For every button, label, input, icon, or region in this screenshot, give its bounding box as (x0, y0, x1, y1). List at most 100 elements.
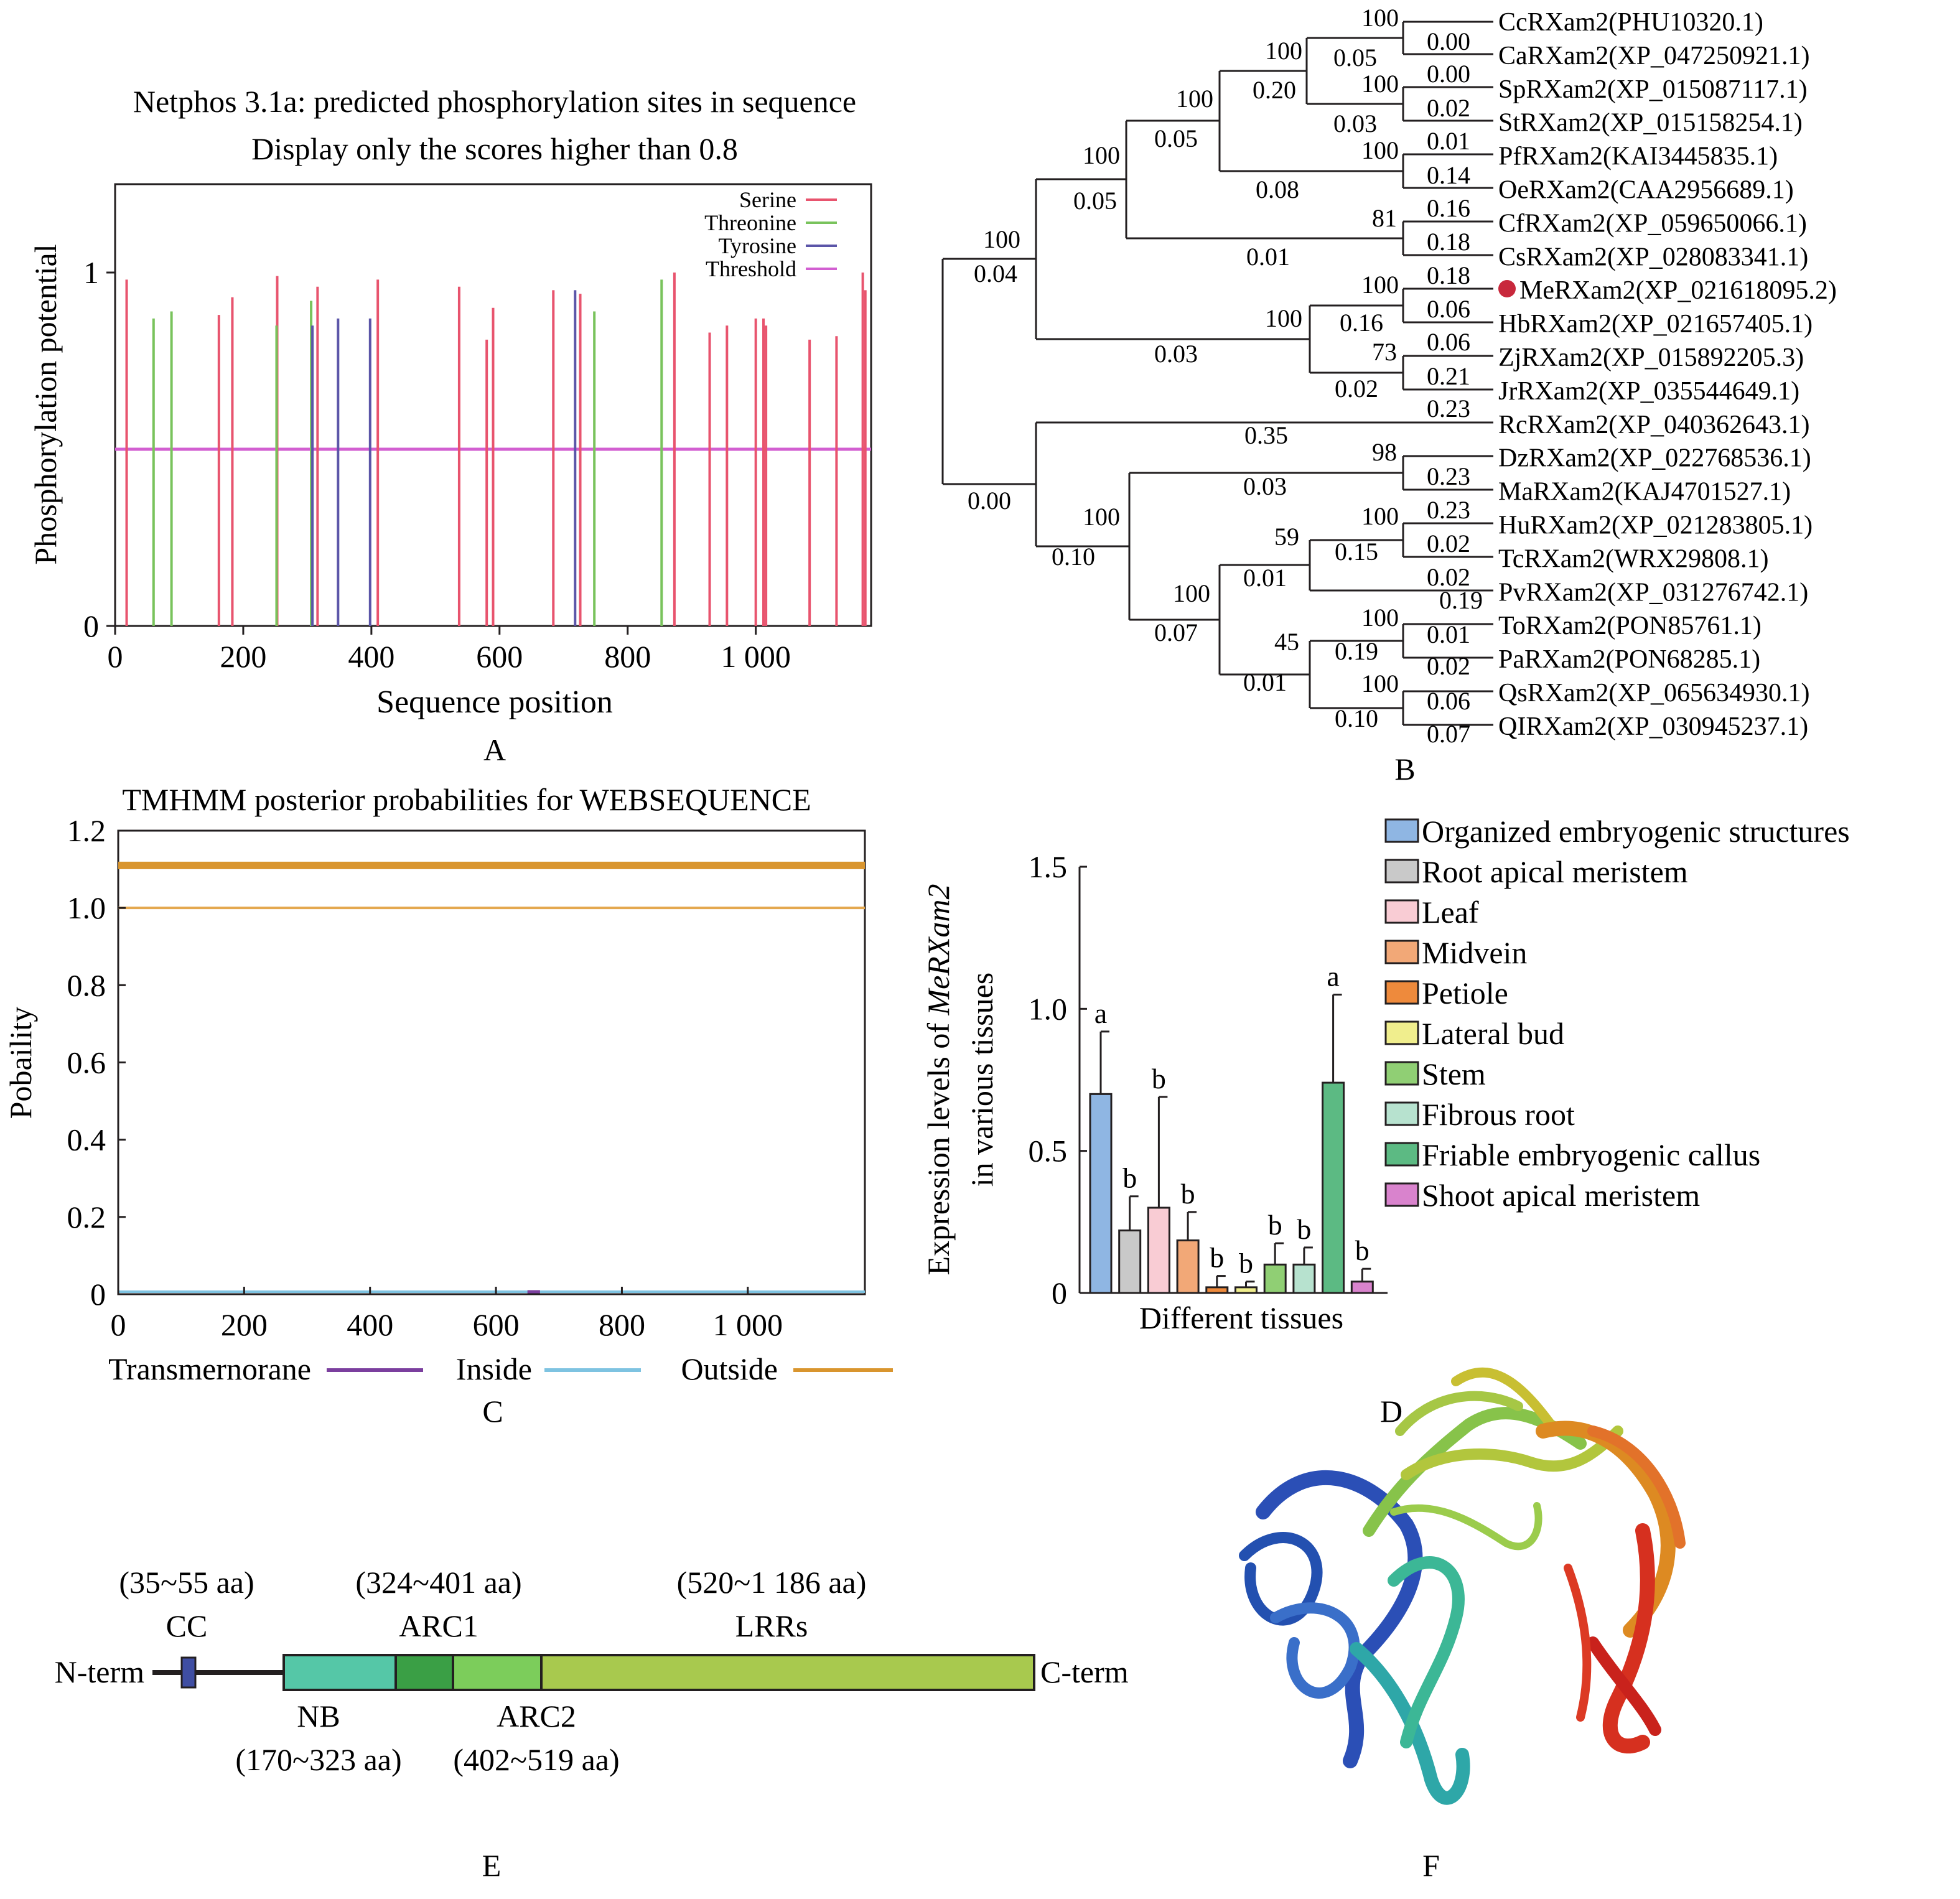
panel-b-phylogenetic-tree: CcRXam2(PHU10320.1) CaRXam2(XP_047250921.… (941, 4, 1837, 786)
tree-value: 0.03 (1154, 340, 1198, 368)
tree-value: 0.23 (1427, 462, 1470, 490)
tree-value: 0.18 (1427, 228, 1470, 256)
legend-label: Leaf (1422, 895, 1479, 930)
tree-value: 0.05 (1073, 187, 1117, 215)
arc2-range-label: (402~519 aa) (453, 1742, 619, 1777)
legend-label: Petiole (1422, 976, 1508, 1010)
y-tick-label: 0 (83, 609, 99, 643)
tree-value: 0.01 (1243, 668, 1287, 696)
tree-value: 0.05 (1333, 44, 1377, 72)
tree-leaf-label: OeRXam2(CAA2956689.1) (1498, 176, 1794, 205)
nb-range-label: (170~323 aa) (235, 1742, 401, 1777)
panel-b-label: B (1394, 752, 1415, 786)
lrrs-range-label: (520~1 186 aa) (677, 1565, 867, 1600)
arc2-name-label: ARC2 (497, 1699, 576, 1733)
tree-value: 100 (983, 225, 1020, 253)
tree-value: 0.04 (974, 259, 1017, 287)
tree-value: 0.07 (1427, 720, 1470, 748)
tree-value: 0.02 (1427, 652, 1470, 680)
tree-leaf-label: ToRXam2(PON85761.1) (1498, 612, 1762, 640)
tree-value: 0.16 (1340, 309, 1383, 337)
x-tick-label: 200 (221, 1307, 268, 1342)
arc1-domain (394, 1654, 454, 1691)
tree-value: 59 (1274, 523, 1299, 551)
tree-value: 0.03 (1333, 110, 1377, 138)
tree-value: 0.18 (1427, 261, 1470, 289)
tree-leaf-label: PvRXam2(XP_031276742.1) (1498, 578, 1808, 607)
legend-label: Threshold (706, 256, 796, 281)
tree-leaf-label: CaRXam2(XP_047250921.1) (1498, 42, 1809, 70)
tree-leaf-label: ZjRXam2(XP_015892205.3) (1498, 343, 1804, 372)
legend-swatch (1384, 1142, 1419, 1167)
tree-value: 0.06 (1427, 295, 1470, 323)
legend-label: Inside (456, 1351, 532, 1386)
y-tick-label: 0.6 (67, 1045, 106, 1080)
legend-swatch (1384, 1101, 1419, 1126)
legend-swatch (1384, 899, 1419, 924)
legend-swatch (1384, 1020, 1419, 1045)
tree-leaf-label: CsRXam2(XP_028083341.1) (1498, 243, 1808, 271)
tree-value: 0.01 (1246, 243, 1290, 271)
y-tick-label: 0.5 (1029, 1134, 1068, 1169)
legend-label: Stem (1422, 1057, 1486, 1091)
tree-value: 0.23 (1427, 496, 1470, 524)
arc1-range-label: (324~401 aa) (355, 1565, 521, 1600)
protein-ribbon-illustration (1239, 1367, 1686, 1805)
ylabel-gene-name: MeRXam2 (921, 884, 956, 1015)
expression-bar (1350, 1281, 1374, 1294)
tree-value: 0.15 (1335, 538, 1378, 566)
legend-label: Lateral bud (1422, 1016, 1564, 1051)
panel-e-label: E (482, 1848, 502, 1883)
tree-leaf-label: HbRXam2(XP_021657405.1) (1498, 310, 1813, 338)
tree-value: 0.23 (1427, 394, 1470, 422)
significance-letter: b (1297, 1213, 1311, 1245)
n-term-label: N-term (55, 1654, 144, 1689)
legend-label: Shoot apical meristem (1422, 1178, 1700, 1213)
tree-value: 98 (1372, 438, 1397, 466)
x-tick-label: 0 (111, 1307, 126, 1342)
tree-value: 0.10 (1052, 543, 1095, 571)
expression-bar (1147, 1206, 1170, 1294)
tree-value: 100 (1176, 85, 1213, 113)
tree-value: 0.35 (1244, 421, 1288, 449)
tree-value: 0.08 (1256, 175, 1299, 203)
panel-f-protein-3d-structure: F (1239, 1367, 1686, 1883)
legend-label: Fibrous root (1422, 1097, 1575, 1132)
tree-value: 0.06 (1427, 328, 1470, 356)
panel-f-label: F (1422, 1848, 1440, 1883)
expression-bar (1292, 1263, 1316, 1294)
significance-letter: b (1239, 1248, 1253, 1279)
tree-value: 0.14 (1427, 161, 1470, 189)
tree-value: 0.00 (1427, 60, 1470, 88)
tree-value: 100 (1361, 604, 1399, 632)
panel-c-label: C (482, 1394, 503, 1429)
tree-branches (941, 21, 1493, 726)
x-tick-label: 800 (599, 1307, 645, 1342)
tree-leaf-label: StRXam2(XP_015158254.1) (1498, 109, 1803, 138)
significance-letter: a (1094, 997, 1107, 1029)
tree-value: 0.20 (1253, 76, 1296, 104)
panel-a-label: A (483, 732, 506, 767)
panel-c-legend: Transmernorane Inside Outside (108, 1351, 893, 1386)
nb-name-label: NB (297, 1699, 340, 1733)
panel-a-x-axis-label: Sequence position (376, 684, 613, 720)
tree-value: 100 (1361, 271, 1399, 299)
tree-value: 100 (1265, 37, 1302, 65)
legend-label: Serine (739, 187, 796, 212)
tree-branch-values: 100 0.00 0.05 0.00 100 0.20 100 0.02 0.0… (968, 4, 1483, 748)
tree-leaf-label: TcRXam2(WRX29808.1) (1498, 544, 1768, 573)
panel-a-title: Netphos 3.1a: predicted phosphorylation … (133, 84, 856, 119)
legend-label: Transmernorane (108, 1351, 311, 1386)
expression-bar (1089, 1093, 1113, 1294)
panel-c-y-axis-label: Pobaility (3, 1007, 38, 1119)
y-tick-label: 1.5 (1029, 849, 1068, 884)
y-tick-label: 1 (83, 255, 99, 290)
y-tick-label: 1.0 (67, 890, 106, 925)
panel-c-title: TMHMM posterior probabilities for WEBSEQ… (122, 782, 811, 817)
tree-value: 100 (1361, 502, 1399, 530)
significance-letter: b (1355, 1234, 1370, 1266)
tree-value: 0.10 (1335, 704, 1378, 732)
y-tick-label: 0.2 (67, 1200, 106, 1234)
tree-value: 0.05 (1154, 124, 1198, 152)
